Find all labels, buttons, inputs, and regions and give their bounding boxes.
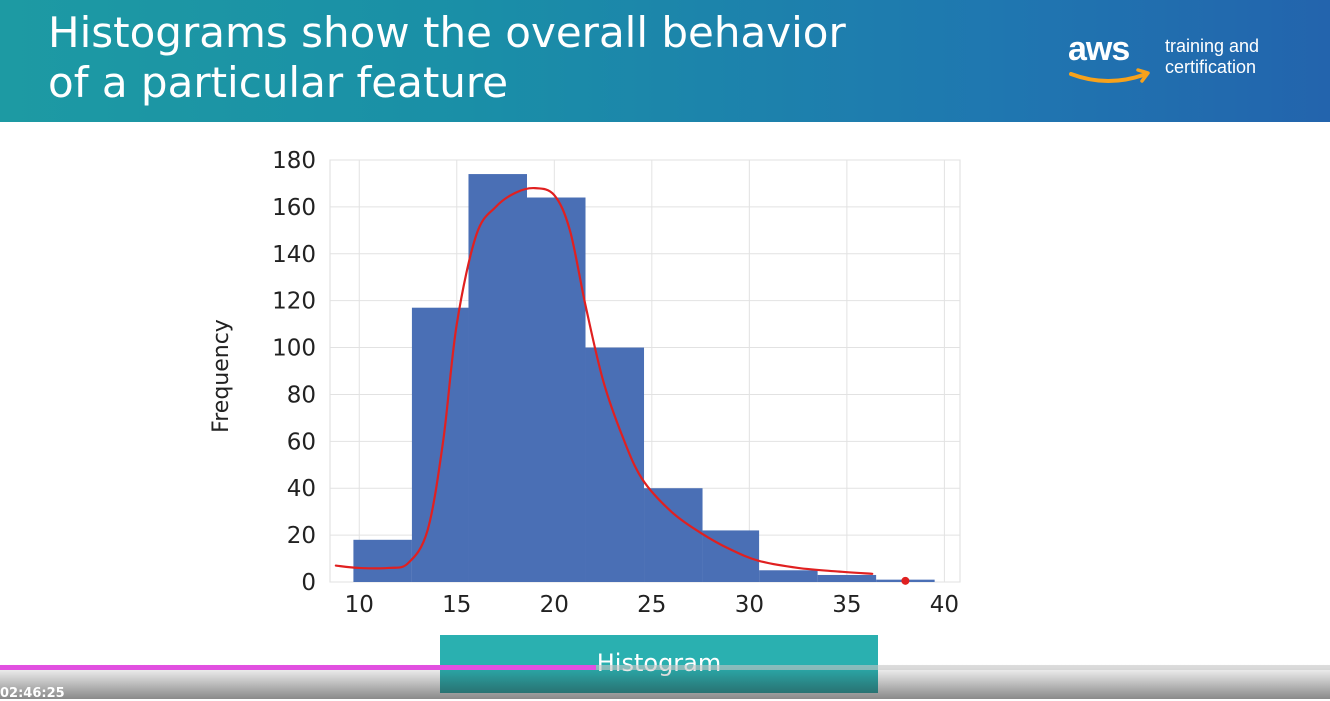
aws-tagline-line-1: training and	[1165, 36, 1260, 56]
y-tick-label: 80	[287, 382, 316, 408]
histogram-bar	[759, 570, 818, 582]
aws-smile-icon	[1069, 68, 1150, 83]
video-progress-track[interactable]	[0, 665, 1330, 670]
aws-logo: aws	[1068, 30, 1158, 90]
histogram-chart: 0 20 40 60 80 100 120 140 160 180 10 15 20 25 30 35 40 Fr…	[195, 140, 995, 630]
slide-title-line-1: Histograms show the overall behavior	[48, 8, 846, 57]
y-tick-label: 60	[287, 429, 316, 455]
x-tick-label: 40	[930, 592, 959, 618]
y-tick-label: 100	[272, 336, 316, 362]
slide-header: Histograms show the overall behavior of …	[0, 0, 1330, 122]
x-tick-label: 20	[540, 592, 569, 618]
annotation-dot	[901, 576, 910, 585]
y-tick-label: 160	[272, 195, 316, 221]
slide-title-line-2: of a particular feature	[48, 58, 509, 107]
y-axis-label: Frequency	[209, 319, 234, 433]
aws-logo-word: aws	[1068, 30, 1130, 68]
x-tick-label: 25	[637, 592, 666, 618]
aws-tagline: training and certification	[1165, 36, 1259, 78]
x-tick-label: 15	[442, 592, 471, 618]
video-progress-fill[interactable]	[0, 665, 596, 670]
y-tick-label: 40	[287, 476, 316, 502]
y-tick-label: 20	[287, 523, 316, 549]
histogram-bar	[644, 488, 703, 582]
density-curve-annotation	[334, 186, 874, 575]
x-tick-label: 35	[832, 592, 861, 618]
histogram-bar	[817, 574, 877, 582]
aws-tagline-line-2: certification	[1165, 57, 1257, 77]
slide-title: Histograms show the overall behavior of …	[48, 8, 948, 108]
histogram-svg: 0 20 40 60 80 100 120 140 160 180 10 15 20 25 30 35 40 Fr…	[209, 148, 961, 618]
y-tick-label: 180	[272, 148, 316, 174]
histogram-bar	[468, 174, 527, 583]
video-timecode: 02:46:25	[0, 686, 65, 701]
histogram-bar	[411, 307, 469, 582]
x-tick-label: 30	[735, 592, 764, 618]
x-tick-label: 10	[345, 592, 374, 618]
histogram-bar	[353, 539, 412, 582]
y-tick-label: 0	[301, 570, 316, 596]
y-tick-label: 120	[272, 289, 316, 315]
y-tick-label: 140	[272, 242, 316, 268]
histogram-bar	[526, 197, 586, 582]
